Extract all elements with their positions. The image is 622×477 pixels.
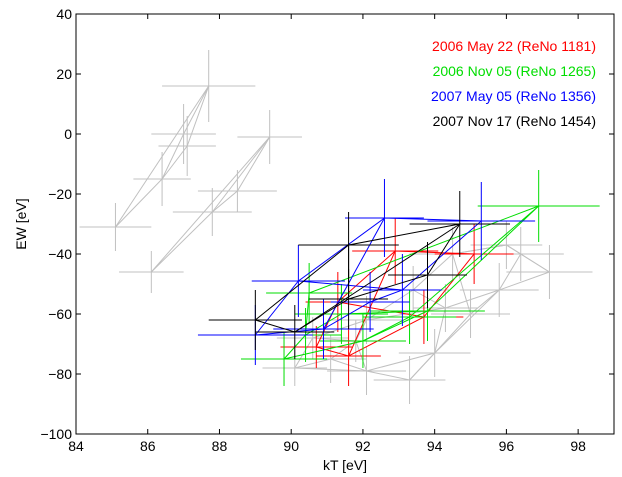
y-tick-label: −100	[40, 426, 72, 442]
axes-layer	[75, 13, 615, 435]
legend-label: 2007 Nov 17 (ReNo 1454)	[433, 113, 596, 129]
y-tick-label: −40	[48, 246, 72, 262]
series-connector-line	[254, 217, 483, 336]
x-tick-label: 86	[140, 438, 156, 454]
data-layer	[79, 50, 600, 404]
series-connector-line	[115, 85, 210, 228]
series-connector-line	[362, 310, 428, 342]
x-tick-label: 88	[212, 438, 228, 454]
x-axis-label: kT [eV]	[323, 457, 367, 473]
x-tick-label: 98	[570, 438, 586, 454]
y-tick-label: −60	[48, 306, 72, 322]
series-connector-line	[451, 244, 550, 315]
legend-label: 2007 May 05 (ReNo 1356)	[431, 88, 596, 104]
series-connector-line	[294, 223, 461, 333]
y-tick-label: 0	[64, 126, 72, 142]
legend: 2006 May 22 (ReNo 1181) 2006 Nov 05 (ReN…	[431, 38, 596, 129]
plot-frame	[75, 13, 615, 435]
x-tick-label: 96	[499, 438, 515, 454]
series-4	[208, 191, 510, 359]
x-tick-label: 84	[68, 438, 84, 454]
series-connector-line	[211, 136, 271, 213]
series-connector-line	[298, 280, 403, 291]
y-ticks: −100 −80 −60 −40 −20 0 20 40	[40, 6, 614, 442]
series-connector-line	[348, 250, 396, 357]
legend-label: 2006 May 22 (ReNo 1181)	[432, 38, 596, 54]
x-tick-label: 94	[427, 438, 443, 454]
y-tick-label: −80	[48, 366, 72, 382]
y-tick-label: −20	[48, 186, 72, 202]
series-connector-line	[323, 217, 385, 330]
y-axis-label: EW [eV]	[13, 198, 29, 249]
series-connector-line	[409, 289, 446, 381]
x-tick-label: 92	[355, 438, 371, 454]
x-ticks: 84 86 88 90 92 94 96 98	[68, 14, 586, 454]
x-tick-label: 90	[283, 438, 299, 454]
y-tick-label: 20	[56, 66, 72, 82]
legend-label: 2006 Nov 05 (ReNo 1265)	[433, 63, 596, 79]
y-tick-label: 40	[56, 6, 72, 22]
